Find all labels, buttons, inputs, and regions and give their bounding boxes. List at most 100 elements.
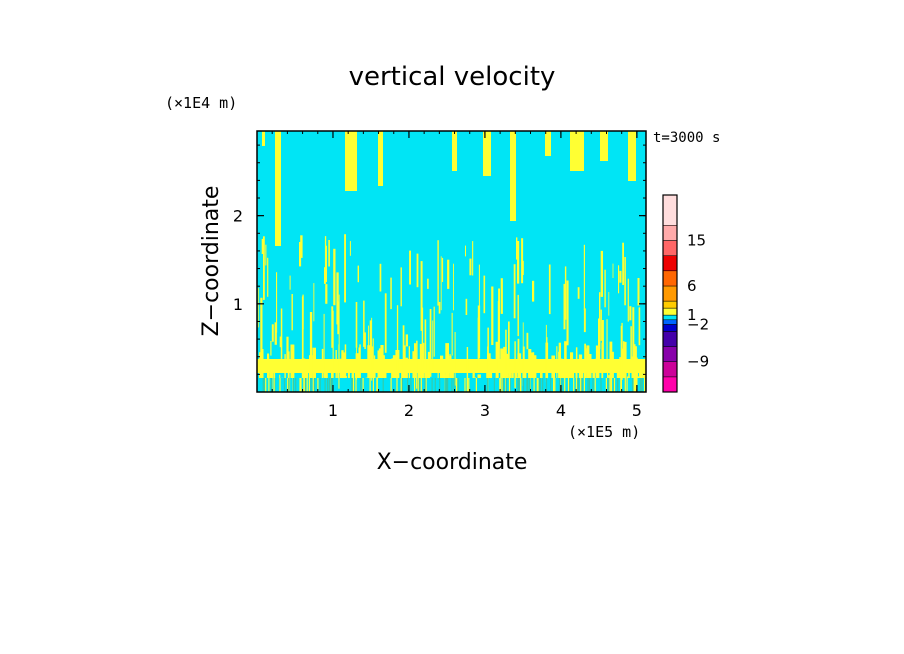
- updraft-filament: [483, 275, 486, 314]
- surface-streak: [529, 378, 531, 392]
- upper-plume: [452, 131, 457, 171]
- x-tick-label: 3: [480, 401, 490, 420]
- updraft-filament: [416, 253, 419, 288]
- colorbar-swatch: [662, 300, 678, 309]
- surface-streak: [372, 378, 374, 392]
- updraft-filament: [624, 257, 626, 306]
- surface-streak: [613, 378, 615, 392]
- surface-streak: [613, 378, 616, 392]
- upper-plume: [510, 131, 516, 221]
- surface-streak: [468, 378, 470, 392]
- updraft-filament: [441, 257, 444, 282]
- updraft-filament: [478, 264, 480, 332]
- updraft-filament: [526, 332, 529, 350]
- updraft-filament: [583, 244, 585, 311]
- updraft-filament: [276, 272, 278, 333]
- surface-streak: [610, 378, 612, 392]
- updraft-filament: [622, 242, 624, 285]
- surface-streak: [518, 378, 520, 392]
- updraft-filament: [279, 336, 281, 348]
- y-axis-title: Z−coordinate: [199, 186, 224, 337]
- updraft-filament: [371, 317, 373, 381]
- updraft-filament: [368, 325, 369, 377]
- surface-streak: [640, 378, 642, 392]
- updraft-plume: [477, 374, 481, 378]
- surface-streak: [594, 378, 596, 392]
- surface-streak: [360, 378, 362, 392]
- updraft-plume: [376, 377, 380, 378]
- surface-streak: [588, 378, 590, 392]
- surface-streak: [626, 378, 628, 392]
- surface-streak: [313, 378, 316, 392]
- surface-streak: [453, 378, 455, 392]
- updraft-filament: [629, 306, 632, 321]
- updraft-filament: [477, 305, 481, 359]
- updraft-filament: [606, 319, 608, 361]
- surface-streak: [624, 378, 626, 392]
- surface-streak: [382, 378, 384, 392]
- updraft-filament: [271, 324, 274, 342]
- y-axis: 12: [233, 144, 646, 375]
- updraft-filament: [372, 338, 374, 377]
- surface-streak: [300, 378, 302, 392]
- surface-streak: [493, 378, 495, 392]
- colorbar-label: 1: [687, 306, 697, 324]
- surface-streak: [352, 378, 355, 392]
- surface-streak: [536, 378, 538, 392]
- surface-streak: [308, 378, 310, 392]
- x-axis: 1 2 3 4 5: [271, 131, 642, 420]
- updraft-plume: [273, 372, 276, 378]
- updraft-filament: [563, 283, 566, 330]
- surface-streak: [564, 378, 566, 392]
- surface-streak: [351, 378, 353, 392]
- x-axis-title: X−coordinate: [377, 450, 528, 475]
- surface-streak: [268, 378, 270, 392]
- updraft-plume: [385, 368, 387, 378]
- surface-streak: [456, 378, 458, 392]
- x-unit-label: (×1E5 m): [568, 423, 640, 441]
- updraft-filament: [566, 280, 569, 346]
- updraft-filament: [508, 321, 510, 367]
- surface-streak: [414, 378, 416, 392]
- surface-streak: [400, 378, 402, 392]
- updraft-filament: [289, 275, 291, 290]
- updraft-plume: [516, 377, 520, 378]
- updraft-filament: [409, 250, 411, 285]
- surface-streak: [420, 378, 422, 392]
- surface-streak: [279, 378, 281, 392]
- upper-plume: [378, 131, 383, 186]
- surface-streak: [466, 378, 469, 392]
- surface-streak: [410, 378, 412, 392]
- surface-streak: [550, 378, 552, 392]
- updraft-filament: [400, 267, 402, 307]
- surface-streak: [401, 378, 403, 392]
- y-tick-label: 2: [233, 207, 243, 226]
- surface-streak: [600, 378, 602, 392]
- surface-streak: [620, 378, 622, 392]
- updraft-filament: [363, 300, 365, 347]
- updraft-filament: [384, 293, 387, 353]
- surface-streak: [527, 378, 529, 392]
- surface-streak: [487, 378, 489, 392]
- surface-streak: [299, 378, 301, 392]
- updraft-filament: [514, 341, 516, 388]
- updraft-plume: [638, 372, 643, 378]
- colorbar: 15 6 1−2 −9: [662, 194, 709, 393]
- updraft-filament: [280, 308, 283, 359]
- surface-streak: [554, 378, 556, 392]
- surface-streak: [553, 378, 555, 392]
- surface-streak: [568, 378, 570, 392]
- surface-streak: [369, 378, 371, 392]
- surface-streak: [317, 378, 319, 392]
- updraft-filament: [487, 346, 489, 392]
- colorbar-swatch: [662, 376, 678, 393]
- updraft-filament: [638, 307, 641, 346]
- updraft-filament: [545, 324, 547, 383]
- updraft-filament: [336, 272, 339, 325]
- updraft-filament: [466, 347, 469, 392]
- updraft-filament: [601, 320, 604, 363]
- updraft-plume: [565, 374, 569, 378]
- surface-streak: [304, 378, 306, 392]
- updraft-filament: [627, 278, 629, 322]
- colorbar-swatch: [662, 346, 678, 362]
